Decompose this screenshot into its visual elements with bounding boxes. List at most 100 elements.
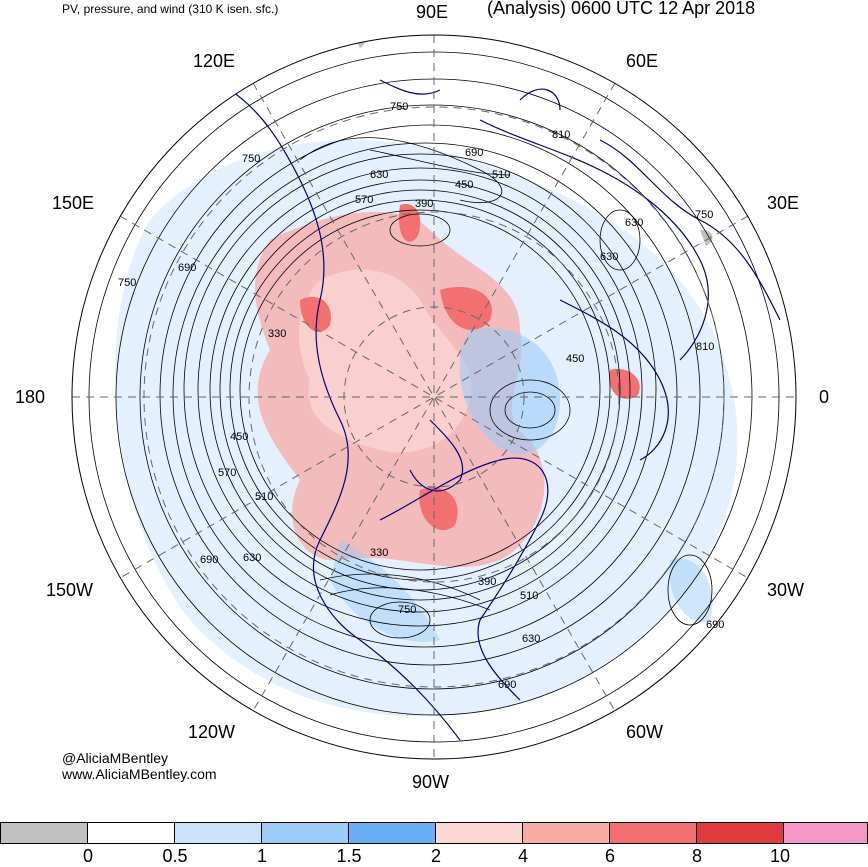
contour-label: 570 <box>218 467 236 479</box>
pressure-contour <box>239 209 601 571</box>
contour-label: 630 <box>600 251 618 263</box>
coastline <box>409 419 464 492</box>
coastline <box>559 299 669 461</box>
colorbar-swatch <box>609 822 697 844</box>
colorbar-swatch <box>261 822 349 844</box>
contour-label: 390 <box>478 576 496 588</box>
contour-label: 630 <box>243 552 261 564</box>
contour-label: 390 <box>415 198 433 210</box>
pressure-contour <box>197 167 643 613</box>
pv-gray-2 <box>700 229 713 246</box>
contour-labels: 750 810 690 630 570 450 390 510 750 690 … <box>118 101 724 691</box>
contour-label: 450 <box>455 179 473 191</box>
contour-label: 690 <box>200 554 218 566</box>
contour-label: 750 <box>390 101 408 113</box>
contour-label: 630 <box>625 217 643 229</box>
meridian-line <box>252 82 616 712</box>
lon-label-90e: 90E <box>416 2 449 22</box>
contour-label: 450 <box>230 431 248 443</box>
contour-label: 690 <box>498 679 516 691</box>
pressure-contour <box>389 213 451 247</box>
contour-label: 630 <box>370 169 388 181</box>
coastline <box>479 119 709 361</box>
left-title: PV, pressure, and wind (310 K isen. sfc.… <box>62 2 279 16</box>
coastlines <box>229 79 781 741</box>
pressure-contour <box>183 153 657 627</box>
pressure-contour <box>172 142 678 648</box>
pressure-contour <box>219 189 621 591</box>
lon-label-30w: 30W <box>767 580 805 600</box>
pressure-contour <box>369 149 511 176</box>
coastline <box>229 89 461 741</box>
contour-label: 810 <box>552 129 570 141</box>
colorbar-swatch <box>174 822 262 844</box>
lon-label-0: 0 <box>819 387 830 407</box>
contour-label: 750 <box>118 277 136 289</box>
pressure-contour <box>229 199 611 581</box>
contour-label: 510 <box>520 590 538 602</box>
colorbar-swatch <box>696 822 784 844</box>
contour-label: 450 <box>566 353 584 365</box>
colorbar-swatch <box>522 822 610 844</box>
pressure-contours <box>88 51 780 743</box>
pressure-contour <box>599 209 641 271</box>
colorbar-swatch <box>87 822 175 844</box>
lon-label-90w: 90W <box>412 772 450 792</box>
coastline <box>379 457 549 701</box>
pressure-contour <box>319 573 481 601</box>
contour-label: 810 <box>696 341 714 353</box>
colorbar-tick: 10 <box>769 846 791 866</box>
map-boundary <box>71 34 797 760</box>
contour-label: 630 <box>522 633 540 645</box>
pressure-contour <box>504 391 556 429</box>
pressure-contour <box>489 379 571 441</box>
colorbar-swatch <box>348 822 436 844</box>
colorbar-tick: 0 <box>82 846 94 866</box>
pv-shading <box>115 35 738 717</box>
pv-gray-1 <box>350 35 367 48</box>
colorbar-tick: 8 <box>691 846 703 866</box>
colorbar-tick: 2 <box>430 846 442 866</box>
colorbar-tick: 6 <box>604 846 616 866</box>
lon-label-150w: 150W <box>46 580 94 600</box>
right-title: (Analysis) 0600 UTC 12 Apr 2018 <box>487 0 756 18</box>
colorbar-tick: 1.5 <box>336 846 362 866</box>
pressure-contour <box>209 179 631 601</box>
contour-label: 570 <box>355 194 373 206</box>
meridian-line <box>252 82 616 712</box>
contour-label: 510 <box>255 491 273 503</box>
contour-label: 690 <box>178 262 196 274</box>
pv-max-4 <box>300 296 331 332</box>
graticule <box>72 35 796 759</box>
credit-handle: @AliciaMBentley <box>62 750 169 766</box>
lon-label-120w: 120W <box>188 722 236 742</box>
lon-label-180: 180 <box>15 387 46 407</box>
colorbar-swatch <box>783 822 868 844</box>
lon-label-30e: 30E <box>767 193 800 213</box>
coastline <box>599 139 781 321</box>
pressure-contour <box>369 601 431 639</box>
pressure-contour <box>159 124 701 666</box>
pressure-contour <box>329 587 491 611</box>
meridian-line <box>119 215 749 579</box>
polar-map: 750 810 690 630 570 450 390 510 750 690 … <box>71 34 797 760</box>
contour-label: 690 <box>465 147 483 159</box>
contour-label: 330 <box>370 547 388 559</box>
pv-max-5 <box>609 369 640 399</box>
credit-website: www.AliciaMBentley.com <box>62 766 217 782</box>
coastline <box>519 88 561 111</box>
pv-max-3 <box>419 487 458 531</box>
pv-mid-blue-3 <box>669 558 713 622</box>
colorbar-tick: 1 <box>256 846 268 866</box>
lon-label-60e: 60E <box>626 51 659 71</box>
lon-label-60w: 60W <box>626 722 664 742</box>
pressure-contour <box>299 137 503 204</box>
pv-max-1 <box>399 204 421 242</box>
colorbar-swatch <box>0 822 88 844</box>
contour-label: 750 <box>695 209 713 221</box>
lon-label-120e: 120E <box>193 51 236 71</box>
colorbar-tick: 4 <box>517 846 529 866</box>
pv-high-core <box>299 269 472 453</box>
colorbar-swatch <box>435 822 523 844</box>
pv-mid-blue <box>459 328 560 455</box>
